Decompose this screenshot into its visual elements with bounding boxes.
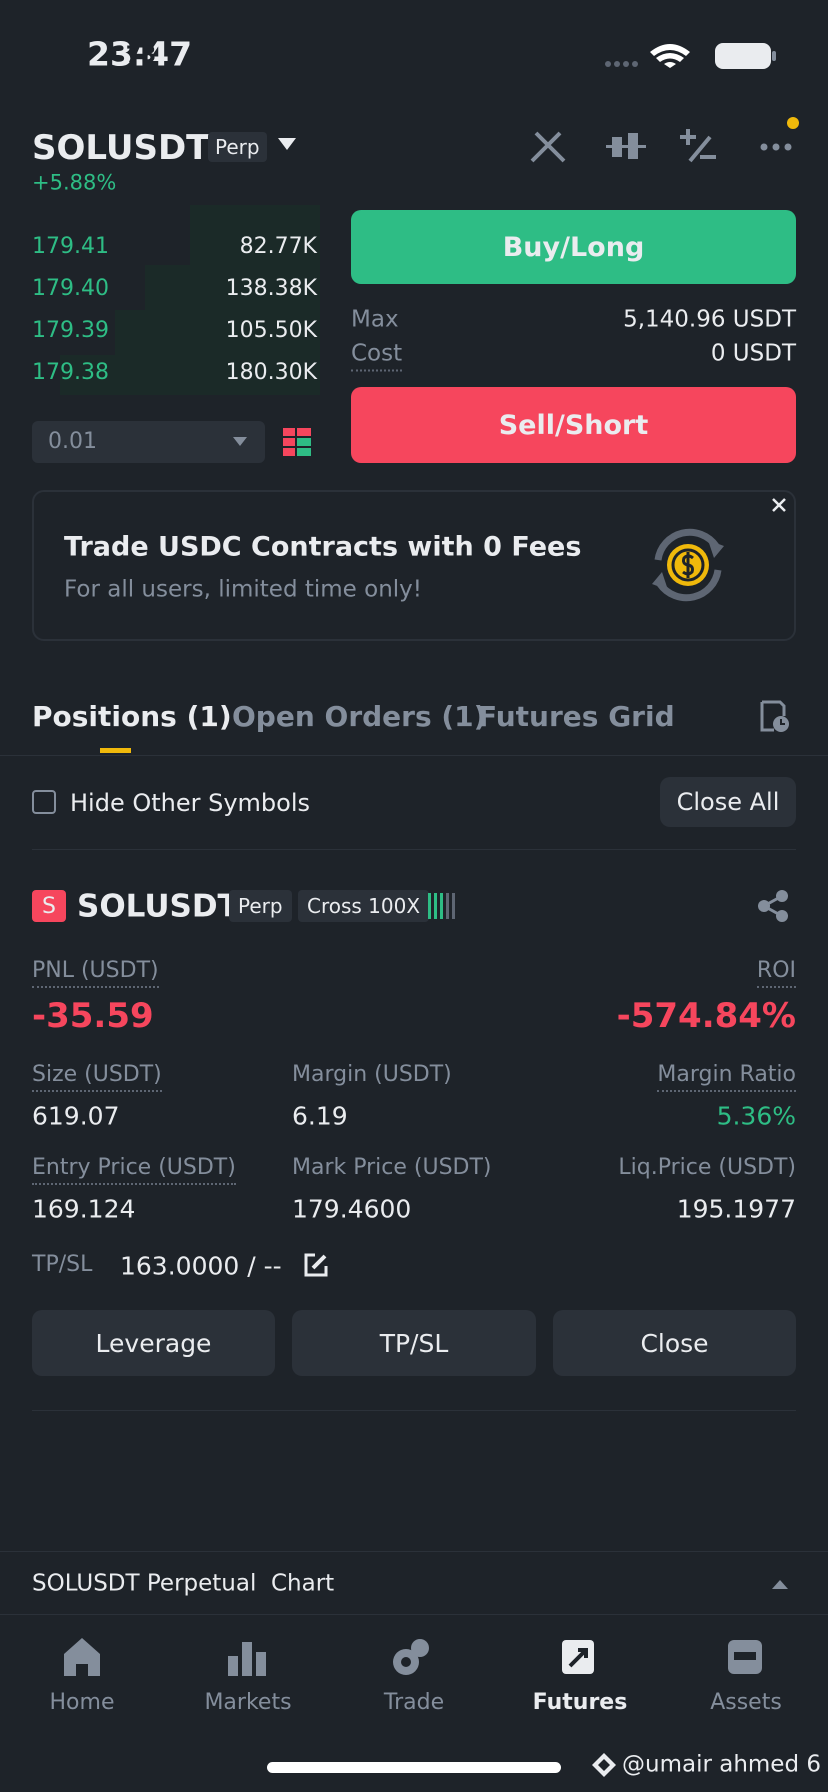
cost-label: Cost	[351, 340, 403, 372]
battery-level: 73	[125, 43, 157, 68]
close-all-button[interactable]: Close All	[660, 777, 796, 827]
edit-icon[interactable]	[303, 1252, 329, 1278]
nav-item[interactable]: Home	[49, 1690, 115, 1715]
position-margin-mode: Cross 100X	[298, 890, 430, 922]
tpsl-label: TP/SL	[32, 1252, 93, 1277]
field-label: Margin Ratio	[657, 1062, 796, 1092]
field-label-text: Margin (USDT)	[292, 1062, 452, 1087]
header-icons[interactable]	[530, 125, 800, 169]
share-icon[interactable]	[758, 890, 790, 922]
field-label: Liq.Price (USDT)	[618, 1157, 796, 1179]
watermark-logo	[592, 1753, 616, 1777]
field-label: Margin (USDT)	[292, 1064, 452, 1086]
field-value: 179.4600	[292, 1194, 412, 1224]
precision-arrow	[233, 437, 247, 446]
field-value: 195.1977	[676, 1194, 796, 1224]
divider	[0, 1614, 828, 1615]
precision-select[interactable]	[32, 421, 265, 463]
cost-value: 0 USDT	[710, 340, 796, 367]
field-label-text: PNL (USDT)	[32, 958, 159, 988]
bid-price: 179.40	[32, 276, 109, 301]
field-label: Mark Price (USDT)	[292, 1157, 492, 1179]
field-value: -35.59	[32, 996, 154, 1036]
divider	[0, 1551, 828, 1552]
field-value: -574.84%	[616, 996, 796, 1036]
field-label: PNL (USDT)	[32, 958, 159, 988]
book-layout-icon[interactable]	[283, 428, 313, 458]
field-value: 619.07	[32, 1101, 120, 1131]
side-badge: S	[42, 894, 56, 919]
depth-shading	[60, 205, 320, 395]
field-label: Entry Price (USDT)	[32, 1155, 236, 1185]
position-symbol: SOLUSDT	[77, 888, 239, 925]
promo-icon	[652, 528, 724, 602]
nav-item[interactable]: Trade	[383, 1690, 445, 1715]
tab-futures-grid[interactable]: Futures Grid	[478, 700, 675, 733]
bid-size: 105.50K	[225, 318, 317, 343]
history-icon[interactable]	[760, 700, 790, 734]
tab-open-orders[interactable]: Open Orders (1)	[232, 700, 487, 733]
divider	[32, 849, 796, 850]
precision-value: 0.01	[48, 429, 97, 454]
bid-price: 179.41	[32, 234, 109, 259]
nav-item[interactable]: Assets	[710, 1690, 782, 1715]
watermark: @umair ahmed 6	[622, 1751, 822, 1778]
divider	[32, 1410, 796, 1411]
position-contract: Perp	[229, 890, 292, 922]
dropdown-arrow[interactable]	[278, 138, 296, 152]
field-label-text: Size (USDT)	[32, 1062, 162, 1092]
sell-short-button[interactable]: Sell/Short	[351, 387, 796, 463]
field-value: 5.36%	[716, 1101, 796, 1131]
nav-icons	[64, 1638, 762, 1676]
divider	[0, 755, 828, 756]
bid-price: 179.38	[32, 360, 109, 385]
promo-subtitle: For all users, limited time only!	[64, 576, 423, 603]
field-label-text: Margin Ratio	[657, 1062, 796, 1092]
tpsl-value: 163.0000 / --	[120, 1251, 282, 1281]
field-label-text: ROI	[756, 958, 796, 988]
banner-close[interactable]	[772, 498, 786, 512]
field-label: ROI	[756, 958, 796, 988]
symbol-title[interactable]: SOLUSDT	[32, 128, 210, 168]
tab-indicator	[100, 748, 131, 753]
field-value: 6.19	[292, 1101, 348, 1131]
status-time: 23:47	[87, 34, 193, 74]
promo-title: Trade USDC Contracts with 0 Fees	[64, 531, 582, 563]
hide-symbols-label[interactable]: Hide Other Symbols	[70, 789, 311, 817]
tpsl-button[interactable]: TP/SL	[292, 1310, 536, 1376]
tab-positions[interactable]: Positions (1)	[32, 700, 232, 733]
nav-item[interactable]: Futures	[532, 1690, 628, 1715]
bid-size: 138.38K	[225, 276, 317, 301]
contract-badge: Perp	[208, 132, 267, 162]
chart-bar-arrow[interactable]	[772, 1578, 788, 1589]
home-indicator	[267, 1762, 561, 1773]
cost-label-text: Cost	[351, 340, 403, 372]
promo-banner[interactable]	[32, 490, 796, 641]
nav-item[interactable]: Markets	[204, 1690, 292, 1715]
field-value: 169.124	[32, 1194, 136, 1224]
close-button[interactable]: Close	[553, 1310, 796, 1376]
side-badge-bg	[32, 890, 66, 922]
field-label-text: Entry Price (USDT)	[32, 1155, 236, 1185]
hide-symbols-checkbox[interactable]	[32, 790, 56, 814]
status-icons	[605, 43, 776, 69]
max-value: 5,140.96 USDT	[623, 306, 796, 333]
price-change: +5.88%	[32, 170, 117, 195]
notification-dot	[787, 117, 799, 129]
bid-size: 82.77K	[239, 234, 317, 259]
chart-bar-label[interactable]: SOLUSDT Perpetual Chart	[32, 1570, 335, 1597]
risk-bars	[428, 893, 455, 919]
field-label-text: Mark Price (USDT)	[292, 1155, 492, 1180]
max-label: Max	[351, 306, 399, 333]
leverage-button[interactable]: Leverage	[32, 1310, 275, 1376]
field-label-text: Liq.Price (USDT)	[618, 1155, 796, 1180]
buy-long-button[interactable]: Buy/Long	[351, 210, 796, 284]
bid-price: 179.39	[32, 318, 109, 343]
bid-size: 180.30K	[225, 360, 317, 385]
field-label: Size (USDT)	[32, 1062, 162, 1092]
